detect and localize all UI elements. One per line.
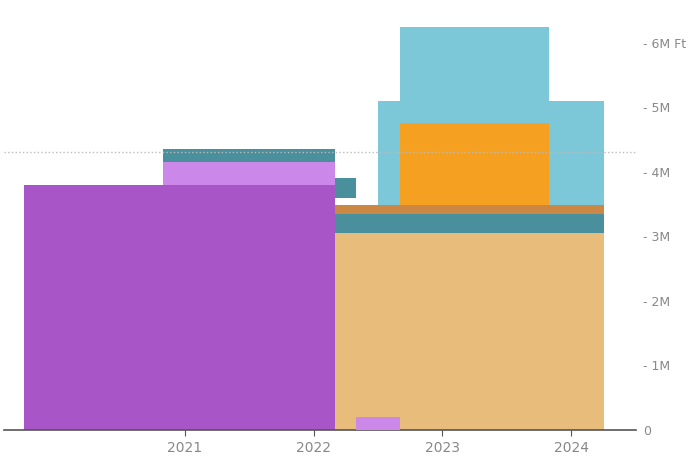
Bar: [335, 233, 604, 430]
Bar: [335, 178, 356, 198]
Bar: [400, 123, 549, 205]
Bar: [335, 205, 604, 214]
Bar: [163, 149, 335, 162]
Bar: [400, 27, 549, 123]
Bar: [23, 185, 335, 430]
Bar: [356, 417, 400, 430]
Bar: [163, 162, 335, 185]
Bar: [335, 214, 604, 233]
Bar: [378, 101, 604, 205]
